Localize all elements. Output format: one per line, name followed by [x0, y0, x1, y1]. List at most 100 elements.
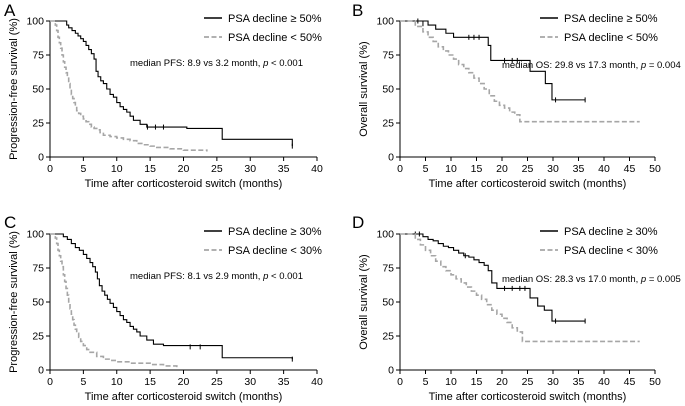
y-axis-title: Overall survival (%) — [358, 41, 370, 136]
median-annotation: median PFS: 8.1 vs 2.9 month, p < 0.001 — [130, 271, 303, 282]
annotation-p-symbol: p — [262, 58, 268, 69]
y-tick-label: 100 — [376, 229, 394, 241]
panel-label: A — [4, 1, 16, 20]
y-tick-label: 0 — [38, 365, 44, 377]
x-tick-label: 10 — [445, 376, 457, 388]
x-tick-label: 20 — [178, 163, 190, 175]
x-tick-label: 20 — [496, 376, 508, 388]
series-line-high-decline — [50, 233, 293, 360]
series-line-high-decline — [400, 233, 586, 322]
y-tick-label: 75 — [32, 263, 44, 275]
annotation-p-symbol: p — [640, 60, 646, 71]
x-axis-title: Time after corticosteroid switch (months… — [429, 391, 627, 403]
annotation-suffix: < 0.001 — [268, 271, 303, 282]
series-line-high-decline — [400, 20, 586, 101]
y-tick-label: 0 — [388, 365, 394, 377]
annotation-prefix: median OS: 29.8 vs 17.3 month, — [502, 60, 641, 71]
x-axis-title: Time after corticosteroid switch (months… — [85, 178, 283, 190]
annotation-prefix: median OS: 28.3 vs 17.0 month, — [502, 274, 641, 285]
annotation-suffix: = 0.004 — [646, 60, 681, 71]
y-tick-label: 100 — [26, 229, 44, 241]
x-axis-title: Time after corticosteroid switch (months… — [85, 391, 283, 403]
y-tick-label: 100 — [376, 16, 394, 28]
series-line-low-decline — [50, 20, 208, 152]
x-tick-label: 35 — [573, 376, 585, 388]
x-tick-label: 40 — [311, 376, 323, 388]
annotation-prefix: median PFS: 8.1 vs 2.9 month, — [130, 271, 263, 282]
panel-d: D 0 5 10 15 20 25 30 35 40 45 50 0 25 50 75 100 Time afte… — [352, 213, 681, 403]
x-tick-label: 15 — [471, 376, 483, 388]
x-tick-label: 10 — [445, 163, 457, 175]
y-tick-label: 50 — [382, 84, 394, 96]
x-tick-label: 0 — [397, 163, 403, 175]
x-tick-label: 10 — [111, 163, 123, 175]
y-tick-label: 25 — [32, 331, 44, 343]
x-tick-label: 20 — [178, 376, 190, 388]
legend-label: PSA decline < 30% — [564, 245, 658, 257]
x-tick-label: 5 — [423, 163, 429, 175]
x-tick-label: 5 — [80, 163, 86, 175]
panel-b: B 0 5 10 15 20 25 30 35 40 45 50 0 25 50 75 100 Time afte… — [352, 1, 681, 190]
median-annotation: median OS: 29.8 vs 17.3 month, p = 0.004 — [502, 60, 681, 71]
y-axis-title: Progression-free survival (%) — [8, 18, 20, 160]
y-tick-label: 100 — [26, 16, 44, 28]
panel-c: C 0 5 10 15 20 25 30 35 40 0 25 50 75 100 Time after co… — [4, 213, 323, 403]
series-line-low-decline — [400, 233, 640, 343]
x-tick-label: 25 — [211, 376, 223, 388]
x-tick-label: 30 — [547, 163, 559, 175]
x-tick-label: 5 — [423, 376, 429, 388]
x-tick-label: 50 — [649, 163, 661, 175]
x-tick-label: 50 — [649, 376, 661, 388]
x-tick-label: 45 — [624, 376, 636, 388]
y-tick-label: 0 — [388, 152, 394, 164]
x-tick-label: 30 — [547, 376, 559, 388]
y-tick-label: 50 — [32, 84, 44, 96]
y-axis-title: Progression-free survival (%) — [8, 231, 20, 373]
median-annotation: median OS: 28.3 vs 17.0 month, p = 0.005 — [502, 274, 681, 285]
legend-label: PSA decline ≥ 50% — [564, 13, 658, 25]
x-tick-label: 25 — [522, 376, 534, 388]
y-tick-label: 50 — [32, 297, 44, 309]
x-tick-label: 15 — [144, 163, 156, 175]
x-tick-label: 45 — [624, 163, 636, 175]
annotation-suffix: < 0.001 — [268, 58, 303, 69]
panel-label: B — [352, 1, 363, 20]
series-line-low-decline — [400, 20, 640, 123]
legend-label: PSA decline ≥ 50% — [228, 13, 322, 25]
x-tick-label: 30 — [244, 163, 256, 175]
x-tick-label: 40 — [598, 376, 610, 388]
legend-label: PSA decline ≥ 30% — [228, 226, 322, 238]
x-tick-label: 0 — [47, 376, 53, 388]
y-tick-label: 75 — [32, 50, 44, 62]
x-tick-label: 35 — [573, 163, 585, 175]
x-tick-label: 15 — [471, 163, 483, 175]
series-line-low-decline — [50, 233, 178, 368]
x-tick-label: 30 — [244, 376, 256, 388]
y-tick-label: 50 — [382, 297, 394, 309]
x-tick-label: 15 — [144, 376, 156, 388]
panel-a: A 0 5 10 15 20 25 30 35 40 0 25 50 75 100 Time after co… — [4, 1, 323, 190]
x-tick-label: 25 — [211, 163, 223, 175]
x-tick-label: 0 — [397, 376, 403, 388]
x-tick-label: 35 — [278, 163, 290, 175]
y-axis-title: Overall survival (%) — [358, 254, 370, 349]
x-tick-label: 10 — [111, 376, 123, 388]
x-tick-label: 5 — [80, 376, 86, 388]
legend-label: PSA decline < 30% — [228, 245, 322, 257]
annotation-suffix: = 0.005 — [646, 274, 681, 285]
x-tick-label: 35 — [278, 376, 290, 388]
x-tick-label: 25 — [522, 163, 534, 175]
x-tick-label: 40 — [311, 163, 323, 175]
y-tick-label: 75 — [382, 263, 394, 275]
median-annotation: median PFS: 8.9 vs 3.2 month, p < 0.001 — [130, 58, 303, 69]
x-tick-label: 20 — [496, 163, 508, 175]
y-tick-label: 0 — [38, 152, 44, 164]
annotation-p-symbol: p — [640, 274, 646, 285]
annotation-prefix: median PFS: 8.9 vs 3.2 month, — [130, 58, 263, 69]
annotation-p-symbol: p — [262, 271, 268, 282]
y-tick-label: 25 — [382, 118, 394, 130]
legend-label: PSA decline < 50% — [228, 32, 322, 44]
legend-label: PSA decline < 50% — [564, 32, 658, 44]
y-tick-label: 75 — [382, 50, 394, 62]
